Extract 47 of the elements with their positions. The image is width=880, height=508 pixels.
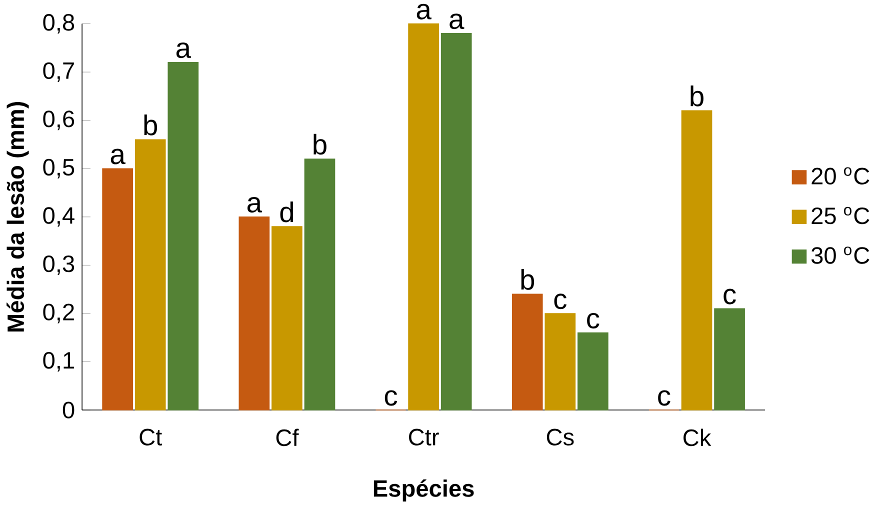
bar xyxy=(714,308,745,410)
y-tick-label: 0,4 xyxy=(43,207,74,227)
bar xyxy=(134,139,166,410)
legend-label: 25 $^{o}$C xyxy=(812,206,870,224)
bar xyxy=(544,313,576,410)
bar xyxy=(440,32,472,410)
data-label: c xyxy=(554,294,566,310)
y-tick-label: 0,7 xyxy=(43,62,74,82)
y-tick-label: 0,3 xyxy=(43,255,74,275)
y-tick-label: 0,1 xyxy=(43,352,74,372)
bar xyxy=(681,110,712,410)
y-tick-label: 0,6 xyxy=(43,110,74,130)
y-tick-label: 0,8 xyxy=(43,14,74,34)
bar xyxy=(238,216,270,410)
y-tick-label: 0 xyxy=(62,402,74,418)
x-axis-title: Espécies xyxy=(374,479,474,502)
data-label: a xyxy=(176,42,192,58)
data-label: b xyxy=(521,268,534,290)
data-label: a xyxy=(416,4,432,20)
data-label: c xyxy=(384,390,398,406)
y-tick-label: 0,5 xyxy=(43,158,74,178)
bar xyxy=(512,294,543,410)
data-label: a xyxy=(450,14,464,30)
x-tick-label: Cs xyxy=(546,428,574,446)
bar xyxy=(408,23,439,410)
bar xyxy=(304,158,336,410)
data-label: b xyxy=(314,134,326,155)
data-label: d xyxy=(280,201,293,222)
data-label: c xyxy=(724,288,736,304)
y-axis-title: Média da lesão (mm) xyxy=(6,102,29,332)
data-label: c xyxy=(587,312,600,328)
bar xyxy=(578,332,608,410)
data-label: b xyxy=(144,114,158,136)
bar xyxy=(102,168,133,410)
legend-label: 20 $^{o}$C xyxy=(812,167,870,184)
data-label: c xyxy=(658,390,670,406)
data-label: b xyxy=(690,86,704,106)
bar xyxy=(272,226,302,410)
x-tick-label: Cf xyxy=(276,428,299,446)
x-tick-label: Ct xyxy=(140,428,162,446)
legend-label: 30 $^{o}$C xyxy=(811,246,870,264)
x-tick-label: Ck xyxy=(684,428,712,446)
y-tick-label: 0,2 xyxy=(43,304,74,324)
data-label: a xyxy=(247,197,262,213)
bar xyxy=(168,62,199,410)
x-tick-label: Ctr xyxy=(409,428,439,446)
data-label: a xyxy=(110,148,126,164)
